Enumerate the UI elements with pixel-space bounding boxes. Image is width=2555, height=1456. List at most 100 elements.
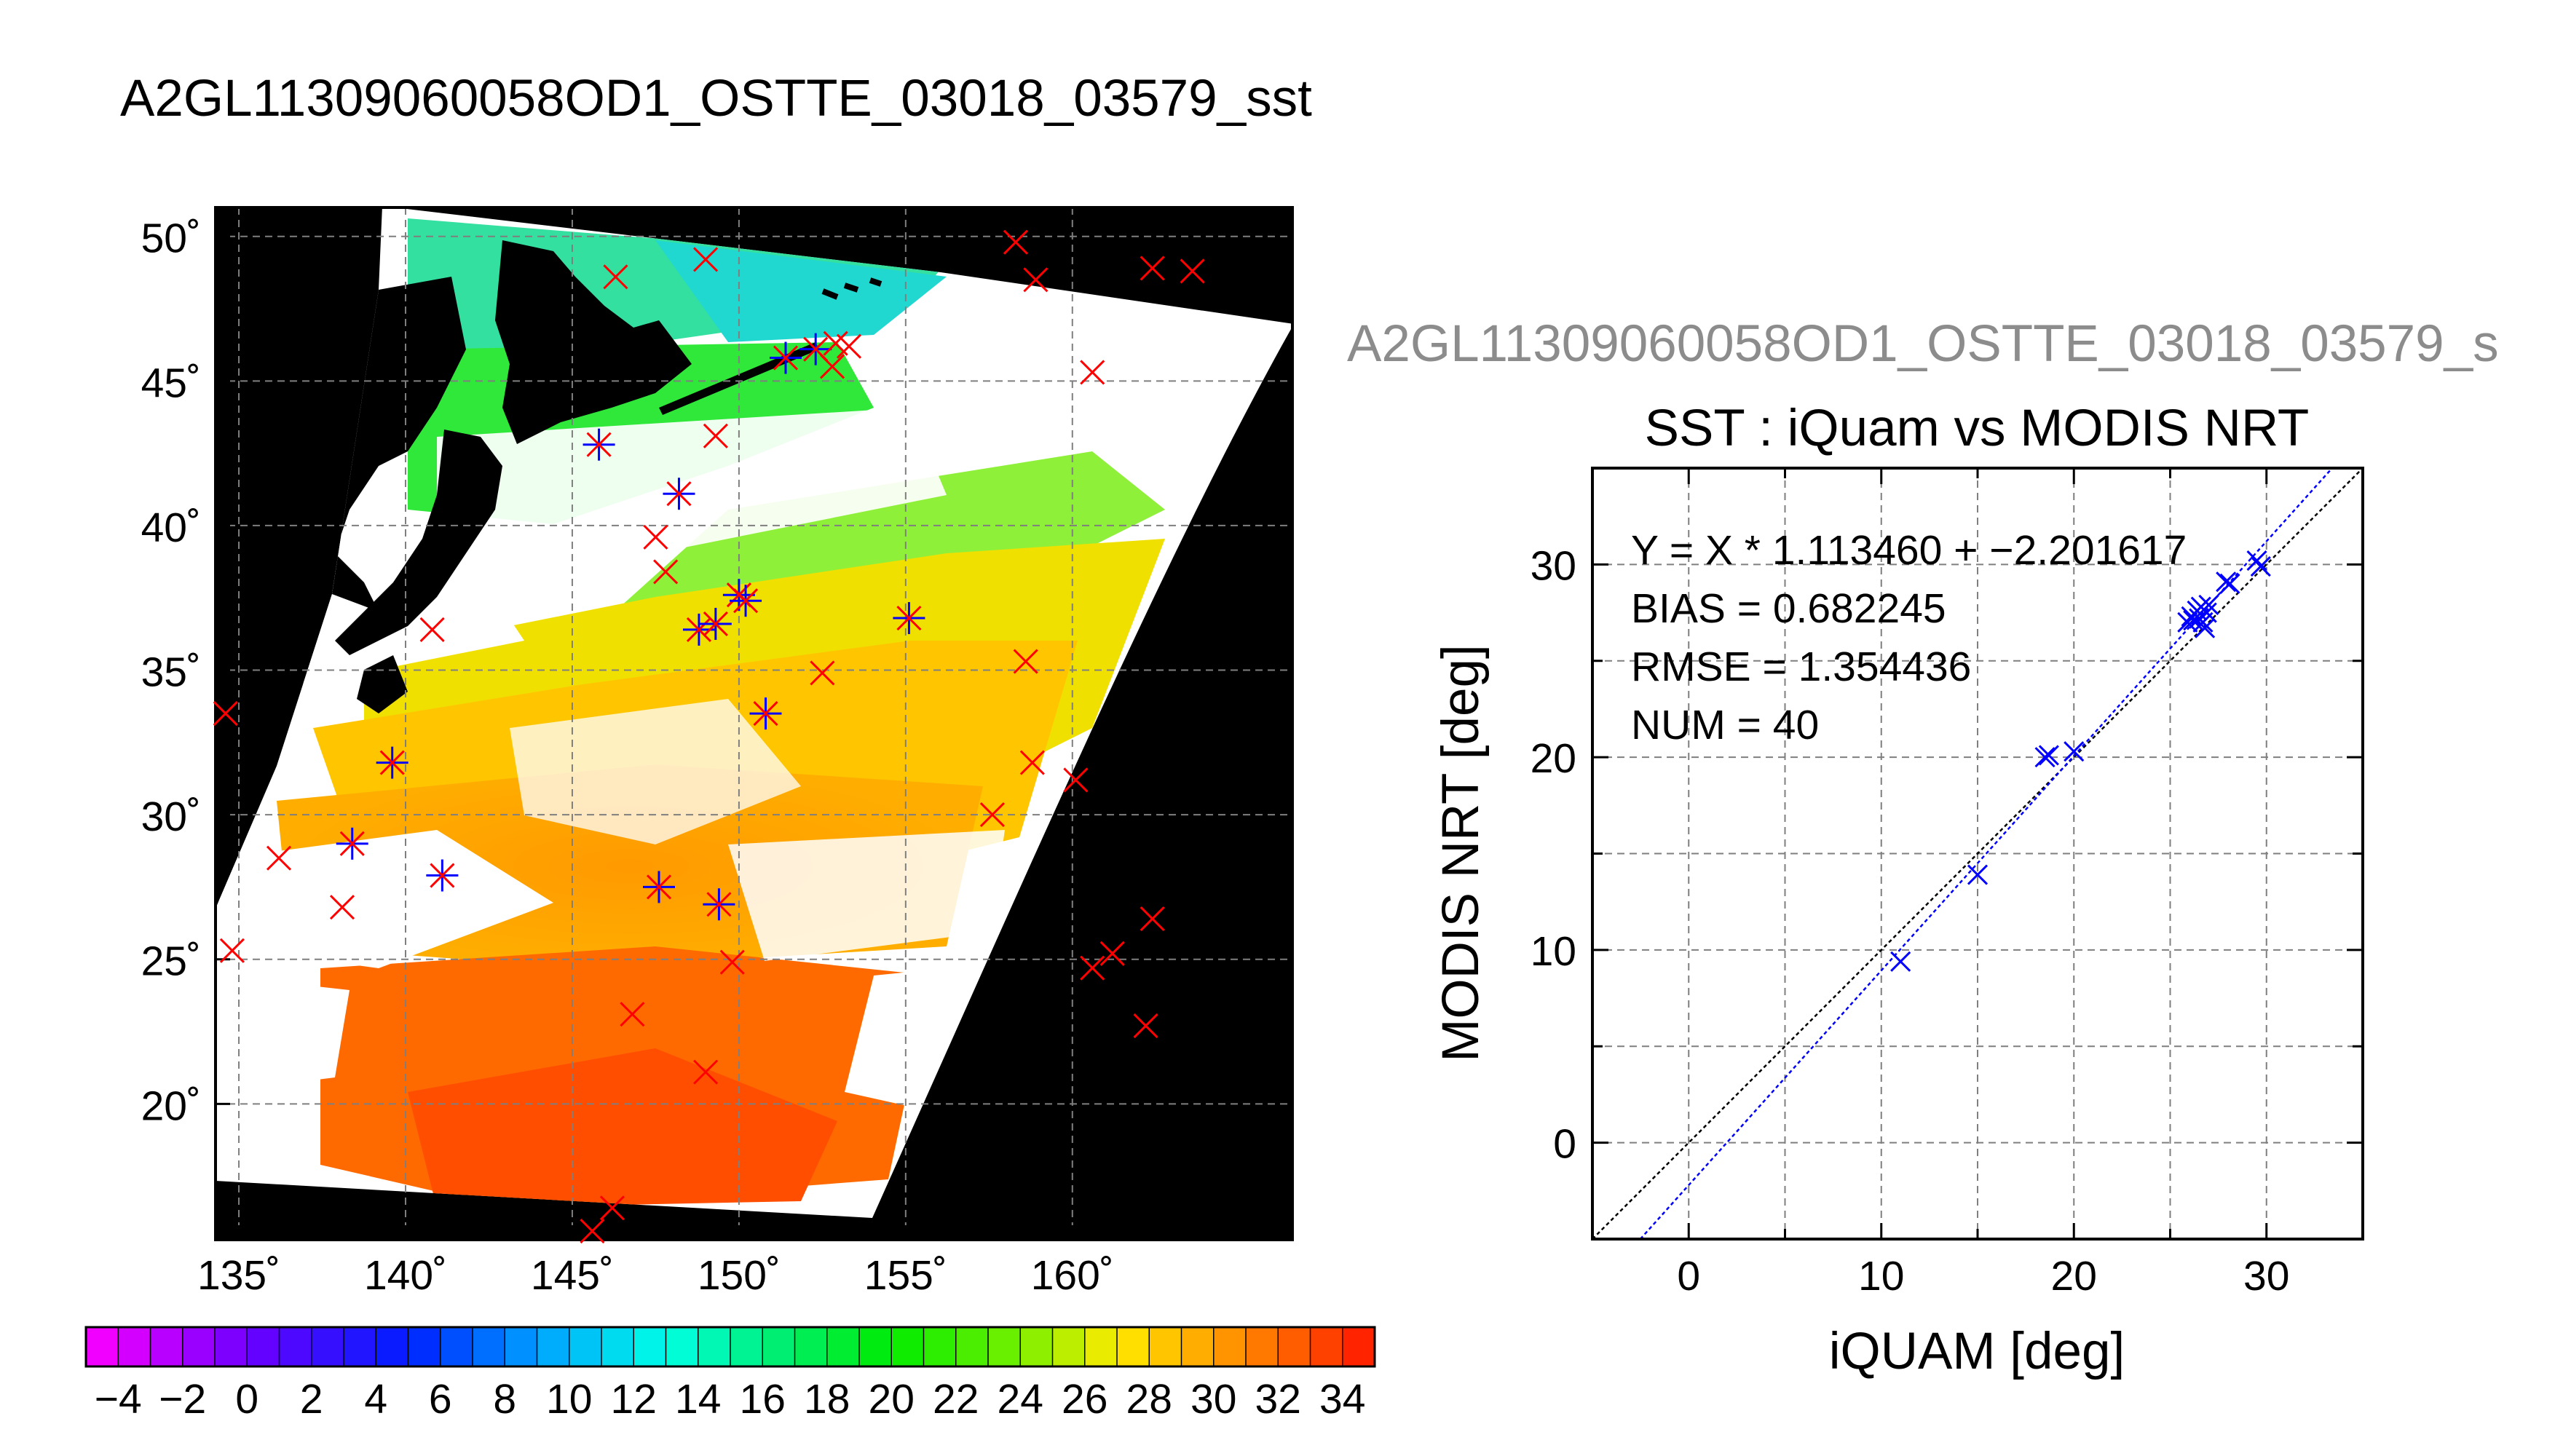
- iquam-marker: [1019, 750, 1045, 775]
- colorbar-label: 10: [546, 1376, 592, 1423]
- colorbar-label: 24: [998, 1376, 1043, 1423]
- colorbar-segment: [730, 1327, 763, 1366]
- iquam-marker: [703, 423, 728, 448]
- colorbar-label: 18: [804, 1376, 850, 1423]
- iquam-marker: [1140, 906, 1165, 932]
- iquam-marker: [653, 559, 679, 585]
- colorbar: −4 −2 0 2 4 6 8 10 12 14 16 18 20 22 24 26 28 30 32 34: [84, 1326, 1376, 1423]
- y-tick-label: 20: [1531, 735, 1576, 782]
- kuril-island-fragments: [821, 277, 882, 300]
- land-hokkaido-sakhalin: [495, 240, 692, 444]
- colorbar-segment: [1342, 1327, 1375, 1366]
- colorbar-segment: [1213, 1327, 1247, 1366]
- cloud-patch: [845, 968, 947, 1107]
- matched-marker: [583, 428, 615, 461]
- iquam-marker: [419, 617, 445, 642]
- colorbar-label: 12: [611, 1376, 657, 1423]
- scatter-points: [1890, 550, 2271, 972]
- scatter-ticks: 0 0 10 10 20 20 30 30: [1531, 468, 2363, 1299]
- iquam-marker: [1180, 258, 1205, 284]
- matched-marker: [893, 602, 925, 635]
- colorbar-label: 6: [429, 1376, 452, 1423]
- colorbar-segment: [762, 1327, 795, 1366]
- colorbar-segment: [923, 1327, 957, 1366]
- colorbar-segment: [1181, 1327, 1215, 1366]
- y-tick-label: 0: [1553, 1121, 1576, 1168]
- y-axis-label: MODIS NRT [deg]: [1432, 644, 1490, 1061]
- scatter-file-title: A2GL11309060058OD1_OSTTE_03018_03579_s: [1347, 315, 2499, 373]
- iquam-marker: [693, 1059, 719, 1085]
- cloud-patch: [218, 830, 553, 968]
- colorbar-segment: [537, 1327, 570, 1366]
- colorbar-label: 14: [675, 1376, 721, 1423]
- colorbar-segment: [859, 1327, 892, 1366]
- colorbar-segment: [473, 1327, 505, 1366]
- y-tick-label: 10: [1531, 928, 1576, 975]
- lon-tick-label: 150˚: [698, 1252, 781, 1299]
- colorbar-segment: [666, 1327, 699, 1366]
- colorbar-segment: [794, 1327, 828, 1366]
- colorbar-label: 20: [869, 1376, 915, 1423]
- lat-tick-label: 45˚: [141, 360, 201, 406]
- colorbar-segment: [826, 1327, 860, 1366]
- scatter-point: [2219, 573, 2240, 594]
- main-title: A2GL11309060058OD1_OSTTE_03018_03579_sst: [120, 70, 1312, 127]
- map-grid: [216, 207, 1292, 1240]
- colorbar-segment: [1310, 1327, 1343, 1366]
- colorbar-segment: [891, 1327, 924, 1366]
- colorbar-frame: [84, 1326, 1376, 1368]
- lat-tick-label: 40˚: [141, 505, 201, 551]
- map-markers: [213, 229, 1205, 1244]
- colorbar-segment: [215, 1327, 248, 1366]
- lat-tick-label: 25˚: [141, 938, 201, 985]
- iquam-marker: [603, 264, 628, 290]
- colorbar-segment: [601, 1327, 634, 1366]
- colorbar-segment: [1052, 1327, 1086, 1366]
- regression-line: [1639, 467, 2333, 1240]
- colorbar-label: 2: [300, 1376, 323, 1423]
- scatter-point: [2038, 745, 2059, 766]
- land-honshu: [335, 430, 502, 655]
- scatter-point: [1890, 951, 1911, 972]
- lon-tick-label: 140˚: [364, 1252, 447, 1299]
- colorbar-segment: [376, 1327, 408, 1366]
- lon-tick-label: 135˚: [197, 1252, 280, 1299]
- colorbar-segment: [698, 1327, 731, 1366]
- colorbar-segment: [118, 1327, 151, 1366]
- matched-marker: [376, 746, 408, 779]
- iquam-marker: [979, 802, 1005, 828]
- colorbar-label: 30: [1190, 1376, 1236, 1423]
- matched-marker: [682, 613, 715, 646]
- lon-tick-label: 155˚: [864, 1252, 947, 1299]
- scatter-point: [2196, 602, 2217, 623]
- lat-tick-label: 20˚: [141, 1083, 201, 1129]
- lat-tick-label: 50˚: [141, 215, 201, 262]
- colorbar-segment: [1117, 1327, 1150, 1366]
- colorbar-label: 28: [1126, 1376, 1172, 1423]
- iquam-marker: [1003, 229, 1029, 255]
- colorbar-label: 34: [1319, 1376, 1365, 1423]
- colorbar-label: 22: [933, 1376, 979, 1423]
- scatter-point: [2246, 550, 2267, 571]
- stats-num: NUM = 40: [1631, 702, 1819, 748]
- cloud-patch: [728, 830, 1005, 961]
- matched-marker: [730, 585, 762, 617]
- stats-bias: BIAS = 0.682245: [1631, 585, 1946, 632]
- iquam-marker: [1099, 941, 1125, 966]
- colorbar-segment: [1020, 1327, 1053, 1366]
- colorbar-segment: [1084, 1327, 1118, 1366]
- colorbar-segment: [569, 1327, 602, 1366]
- one-to-one-line: [1592, 467, 2364, 1240]
- iquam-marker: [1080, 360, 1105, 385]
- lon-tick-label: 160˚: [1031, 1252, 1114, 1299]
- matched-marker: [426, 859, 459, 892]
- scatter-point: [2177, 612, 2198, 633]
- y-tick-label: 30: [1531, 542, 1576, 589]
- x-tick-label: 20: [2051, 1253, 2097, 1299]
- sst-blue-north: [655, 240, 947, 342]
- x-axis-label: iQUAM [deg]: [1829, 1323, 2125, 1380]
- iquam-marker: [1140, 256, 1165, 281]
- iquam-marker: [820, 354, 845, 379]
- colorbar-label: 8: [493, 1376, 516, 1423]
